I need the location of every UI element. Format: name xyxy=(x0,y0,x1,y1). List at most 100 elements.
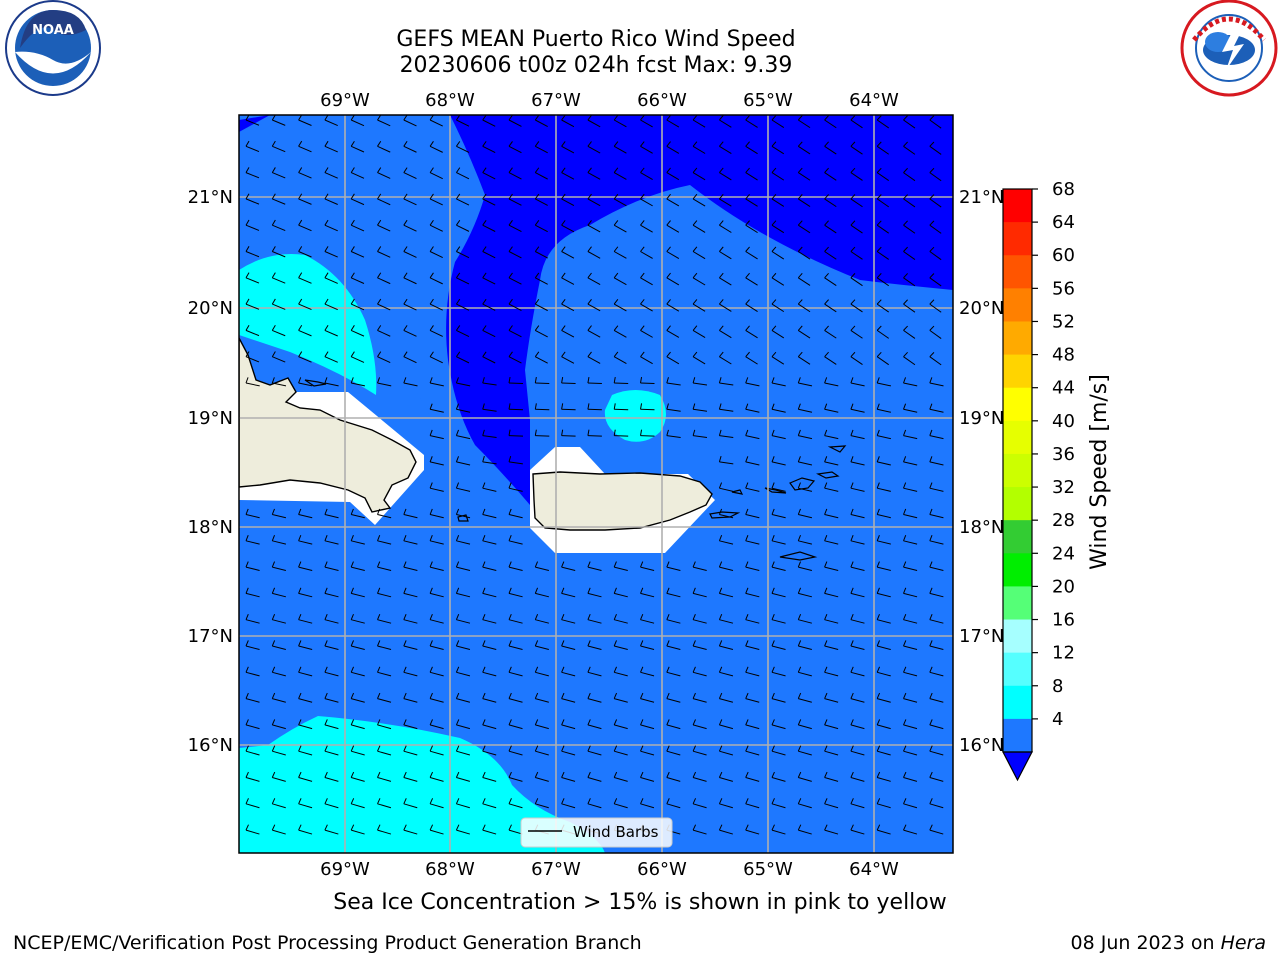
wind-barb xyxy=(692,719,707,730)
wind-barb xyxy=(903,141,916,155)
wind-barb xyxy=(561,325,575,338)
wind-barb xyxy=(245,692,260,703)
wind-barb xyxy=(298,719,313,730)
wind-barb xyxy=(719,141,732,155)
wind-barb xyxy=(850,403,865,413)
wind-barb xyxy=(455,798,470,809)
wind-barb xyxy=(718,798,733,809)
wind-barb xyxy=(324,692,339,703)
wind-barb xyxy=(850,613,865,624)
wind-barb xyxy=(350,587,365,598)
wind-barb xyxy=(824,325,837,339)
wind-barb xyxy=(429,798,444,809)
wind-barb xyxy=(245,324,260,337)
wind-barb xyxy=(587,220,601,233)
wind-barb xyxy=(771,220,785,234)
wind-barb xyxy=(797,403,813,413)
wind-barb xyxy=(455,640,471,651)
wind-barb xyxy=(613,692,628,703)
wind-barb xyxy=(534,587,549,598)
wind-barb xyxy=(245,719,260,730)
wind-barb xyxy=(271,798,286,809)
wind-barb xyxy=(745,377,760,387)
wind-barb xyxy=(508,220,522,233)
footer-date-text: 08 Jun 2023 on xyxy=(1070,932,1221,954)
wind-barb xyxy=(929,561,944,571)
wind-barb xyxy=(929,325,942,339)
wind-barb xyxy=(508,613,523,624)
wind-barb xyxy=(771,508,786,519)
wind-barb xyxy=(271,692,286,703)
wind-barb xyxy=(429,429,444,440)
wind-barb xyxy=(640,220,653,233)
wind-barb xyxy=(613,587,628,598)
wind-barb xyxy=(561,272,575,285)
wind-barb xyxy=(666,587,681,598)
wind-barb xyxy=(350,246,365,258)
wind-barb xyxy=(561,167,575,180)
wind-barb xyxy=(324,219,338,232)
wind-barb xyxy=(271,771,286,782)
wind-barb xyxy=(692,824,707,835)
wind-barb xyxy=(929,246,942,261)
wind-barb xyxy=(824,535,839,545)
wind-barb xyxy=(324,587,339,598)
wind-barb xyxy=(640,193,653,207)
wind-barb xyxy=(245,771,260,782)
wind-barb xyxy=(534,640,549,651)
wind-barb xyxy=(613,193,627,207)
wind-barb xyxy=(745,456,760,466)
wind-barb xyxy=(824,640,839,651)
lon-label-top: 69°W xyxy=(320,90,370,111)
wind-barb xyxy=(429,824,444,835)
wind-barb xyxy=(692,272,706,286)
wind-barb xyxy=(903,194,916,208)
wind-barb xyxy=(350,798,365,809)
wind-barb xyxy=(903,745,918,756)
wind-barb xyxy=(745,613,760,624)
wind-barb xyxy=(666,666,681,677)
wind-barb xyxy=(797,771,812,782)
wind-barb xyxy=(324,640,339,651)
wind-barb xyxy=(482,141,496,154)
wind-barb xyxy=(613,246,627,259)
wind-barb xyxy=(377,824,392,835)
wind-barb xyxy=(508,719,523,730)
lon-label-bottom: 64°W xyxy=(849,859,899,880)
lat-label-left: 16°N xyxy=(188,735,233,756)
wind-barb xyxy=(797,482,813,492)
wind-barb xyxy=(718,429,734,439)
wind-barb xyxy=(824,824,839,835)
wind-barb xyxy=(271,587,286,598)
wind-barb xyxy=(403,692,418,703)
wind-barb xyxy=(666,798,681,809)
wind-barb xyxy=(850,351,863,365)
wind-barb xyxy=(429,298,443,311)
wind-barb xyxy=(508,429,524,437)
wind-barb xyxy=(640,666,655,677)
wind-barb xyxy=(403,272,417,285)
wind-barb xyxy=(613,272,627,286)
wind-barb xyxy=(640,745,655,756)
wind-barb xyxy=(745,745,760,756)
wind-barb xyxy=(771,587,786,598)
wind-barb xyxy=(876,456,891,466)
wind-barb xyxy=(929,456,944,466)
wind-barb xyxy=(640,299,653,312)
wind-barb xyxy=(561,403,576,411)
wind-barb xyxy=(377,272,391,285)
wind-barb xyxy=(876,167,890,181)
wind-barb xyxy=(640,692,655,703)
wind-barb xyxy=(429,535,444,545)
wind-barb xyxy=(587,719,602,730)
wind-barb xyxy=(719,351,732,365)
wind-barb xyxy=(692,246,706,260)
wind-barb xyxy=(745,403,760,413)
chart-title: GEFS MEAN Puerto Rico Wind Speed xyxy=(396,27,796,52)
wind-barb xyxy=(745,482,760,492)
wind-barb xyxy=(719,220,732,233)
wind-barb xyxy=(429,745,444,756)
wind-barb xyxy=(640,719,655,730)
wind-barb xyxy=(324,325,338,337)
wind-barb xyxy=(745,141,758,155)
